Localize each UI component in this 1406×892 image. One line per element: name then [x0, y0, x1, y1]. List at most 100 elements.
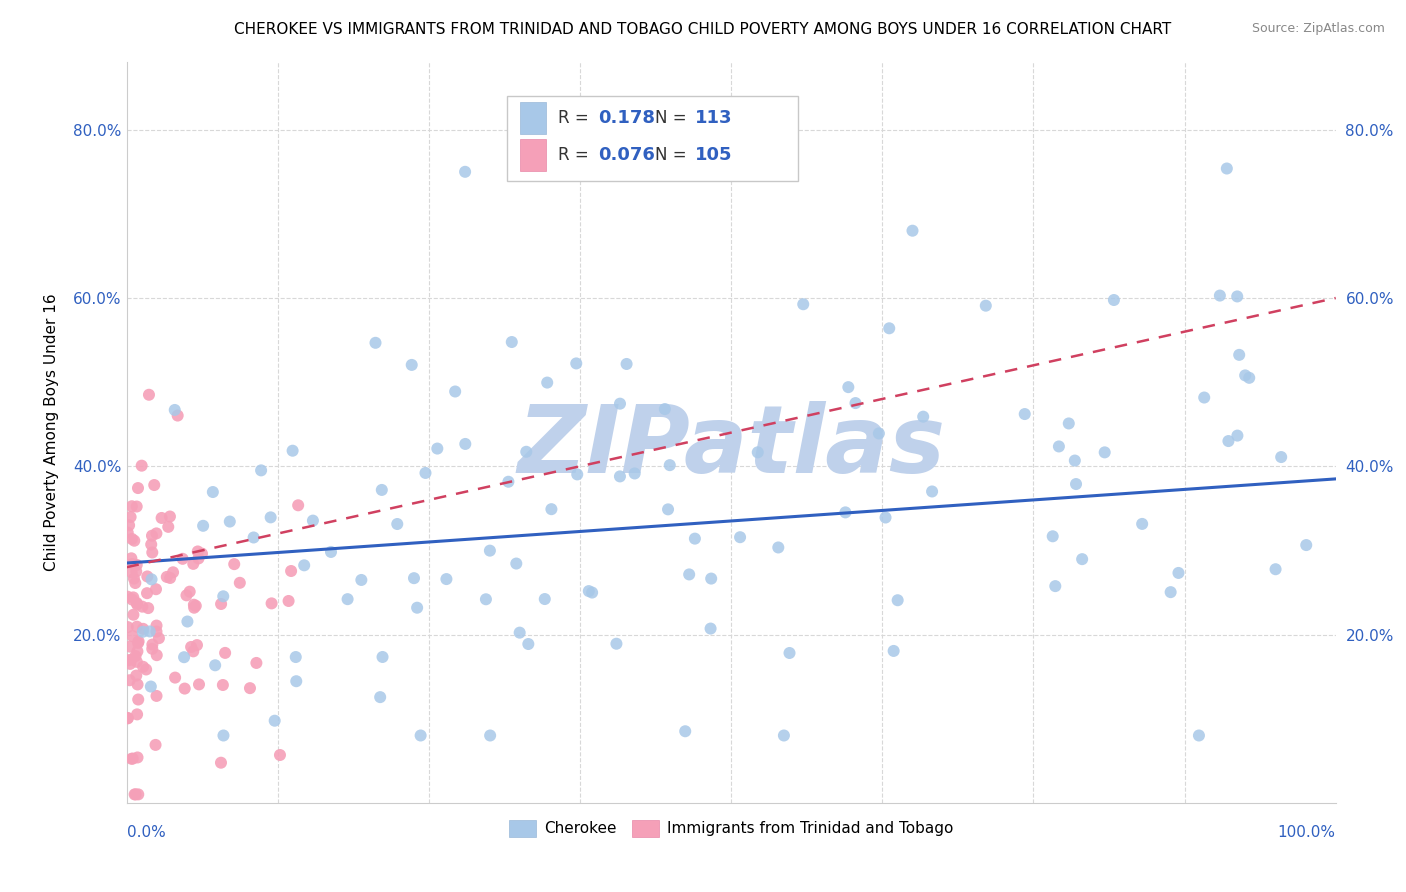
Point — [1188, 729, 1211, 743]
Point — [1045, 579, 1067, 593]
Point — [402, 571, 425, 585]
Point — [1234, 368, 1257, 383]
Point — [125, 655, 148, 669]
Point — [533, 592, 555, 607]
Point — [148, 631, 170, 645]
Point — [127, 636, 149, 650]
Point — [117, 711, 139, 725]
Point — [162, 566, 184, 580]
Point — [159, 509, 181, 524]
Point — [229, 575, 252, 590]
Point — [121, 752, 143, 766]
Point — [250, 463, 273, 477]
Point — [124, 788, 146, 802]
Text: 0.0%: 0.0% — [127, 825, 166, 840]
Point — [141, 537, 163, 551]
Point — [125, 596, 148, 610]
Text: N =: N = — [655, 109, 692, 127]
Point — [163, 403, 186, 417]
Y-axis label: Child Poverty Among Boys Under 16: Child Poverty Among Boys Under 16 — [45, 293, 59, 572]
Point — [436, 572, 458, 586]
Point — [180, 640, 202, 654]
FancyBboxPatch shape — [508, 95, 797, 181]
Point — [145, 582, 167, 597]
Legend: Cherokee, Immigrants from Trinidad and Tobago: Cherokee, Immigrants from Trinidad and T… — [503, 814, 959, 843]
Text: 100.0%: 100.0% — [1278, 825, 1336, 840]
Point — [125, 558, 148, 572]
Point — [125, 500, 148, 514]
Point — [426, 442, 449, 456]
Point — [239, 681, 262, 695]
Point — [209, 597, 232, 611]
Point — [141, 529, 163, 543]
Point — [128, 634, 150, 648]
Point — [209, 756, 232, 770]
FancyBboxPatch shape — [520, 103, 546, 134]
Point — [176, 588, 198, 602]
Point — [117, 590, 139, 604]
Point — [1239, 371, 1261, 385]
Point — [121, 629, 143, 643]
Text: 0.178: 0.178 — [598, 109, 655, 127]
Point — [141, 638, 163, 652]
Point — [454, 437, 477, 451]
Point — [319, 545, 342, 559]
Point — [125, 668, 148, 682]
Point — [135, 663, 157, 677]
Point — [127, 788, 149, 802]
Point — [157, 520, 180, 534]
Point — [191, 547, 214, 561]
Point — [117, 653, 139, 667]
Point — [886, 593, 908, 607]
Point — [454, 165, 477, 179]
Point — [336, 592, 359, 607]
Point — [121, 500, 143, 514]
Point — [1216, 161, 1239, 176]
Point — [132, 660, 155, 674]
Point — [284, 650, 307, 665]
Text: 105: 105 — [695, 146, 733, 164]
Point — [138, 388, 160, 402]
Point — [120, 657, 142, 671]
Point — [768, 541, 790, 555]
Text: Source: ZipAtlas.com: Source: ZipAtlas.com — [1251, 22, 1385, 36]
Point — [127, 644, 149, 658]
Point — [145, 738, 167, 752]
Point — [728, 530, 751, 544]
Point — [1167, 566, 1189, 580]
Point — [118, 673, 141, 688]
Point — [540, 502, 562, 516]
Point — [141, 573, 163, 587]
Point — [139, 680, 162, 694]
Point — [517, 637, 540, 651]
Point — [868, 426, 890, 441]
Point — [120, 551, 142, 566]
Point — [191, 518, 214, 533]
Point — [1063, 453, 1085, 467]
Point — [1071, 552, 1094, 566]
Point — [883, 644, 905, 658]
Text: R =: R = — [558, 146, 595, 164]
Point — [143, 478, 166, 492]
Point — [121, 566, 143, 580]
Point — [1226, 428, 1249, 442]
Point — [609, 469, 631, 483]
Point — [912, 409, 935, 424]
Point — [1094, 445, 1116, 459]
Point — [260, 596, 283, 610]
Point — [478, 543, 501, 558]
Point — [127, 750, 149, 764]
Point — [387, 516, 409, 531]
Point — [536, 376, 558, 390]
Point — [260, 510, 283, 524]
Point — [699, 622, 721, 636]
Point — [131, 458, 153, 473]
Point — [837, 380, 859, 394]
Point — [875, 510, 897, 524]
Point — [156, 570, 179, 584]
Point — [277, 594, 299, 608]
Point — [834, 505, 856, 519]
Point — [515, 444, 537, 458]
Point — [120, 652, 142, 666]
Point — [245, 656, 267, 670]
